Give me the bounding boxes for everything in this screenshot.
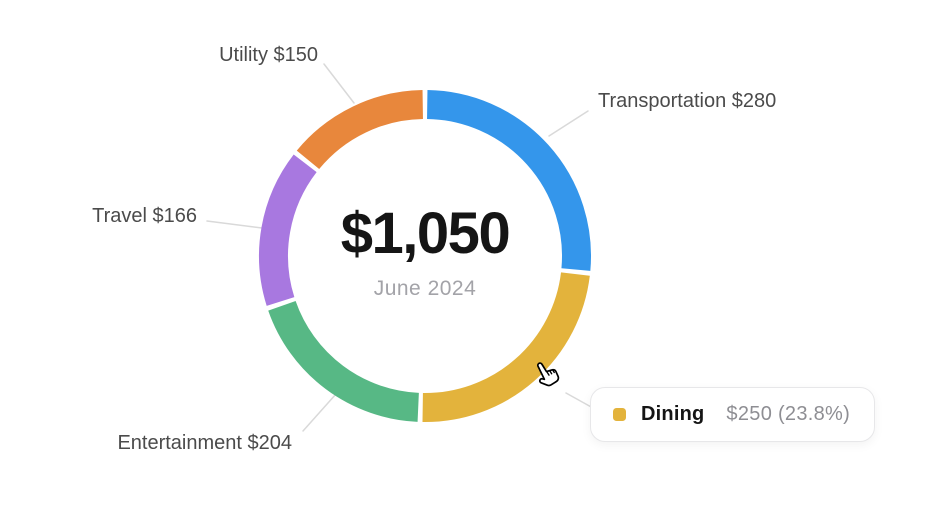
tooltip-segment-name: Dining xyxy=(641,403,705,425)
donut-segment-travel[interactable] xyxy=(259,154,317,306)
tooltip-color-swatch xyxy=(613,408,626,421)
leader-line-travel xyxy=(206,220,263,229)
leader-line-utility xyxy=(323,63,355,104)
donut-segment-transportation[interactable] xyxy=(426,90,591,271)
callout-label-transportation: Transportation $280 xyxy=(598,90,777,112)
tooltip-segment-value: $250 (23.8%) xyxy=(726,403,851,425)
donut-segment-utility[interactable] xyxy=(296,90,424,170)
callout-label-utility: Utility $150 xyxy=(219,44,318,66)
segment-tooltip: Dining $250 (23.8%) xyxy=(590,387,876,442)
leader-line-tooltip xyxy=(565,392,594,409)
leader-line-transportation xyxy=(548,110,589,137)
leader-line-entertainment xyxy=(302,393,337,432)
callout-label-entertainment: Entertainment $204 xyxy=(117,432,292,454)
donut-segment-entertainment[interactable] xyxy=(268,300,420,422)
callout-label-travel: Travel $166 xyxy=(92,205,197,227)
donut-segment-dining[interactable] xyxy=(422,272,590,422)
